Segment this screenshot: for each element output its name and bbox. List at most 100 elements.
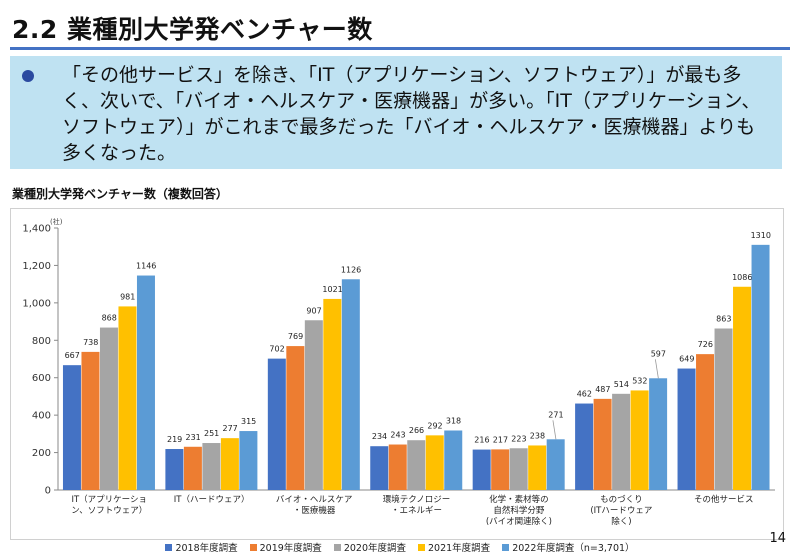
data-label: 649 bbox=[679, 355, 694, 364]
data-label: 234 bbox=[372, 432, 387, 441]
bar bbox=[751, 244, 770, 490]
legend-swatch bbox=[333, 543, 341, 551]
bar bbox=[593, 398, 612, 490]
legend-label: 2020年度調査 bbox=[343, 543, 406, 554]
summary-callout bbox=[10, 56, 782, 169]
legend-item: 2022年度調査（n=3,701） bbox=[502, 540, 635, 554]
data-label: 597 bbox=[651, 349, 666, 358]
data-label: 223 bbox=[511, 434, 526, 443]
legend-item: 2019年度調査 bbox=[249, 540, 322, 554]
data-label: 238 bbox=[530, 431, 545, 440]
x-tick-label: (バイオ関連除く) bbox=[486, 516, 552, 527]
data-label-leader bbox=[552, 420, 557, 440]
data-label: 868 bbox=[102, 314, 117, 323]
data-label-leader bbox=[654, 359, 659, 379]
chart-legend: 2018年度調査 2019年度調査 2020年度調査 2021年度調査 2022年度調査… bbox=[0, 540, 800, 554]
x-tick-label: IT（アプリケーショ bbox=[71, 494, 147, 505]
bar bbox=[118, 306, 137, 490]
bar bbox=[425, 435, 444, 490]
data-label: 1146 bbox=[136, 262, 156, 271]
data-label: 667 bbox=[65, 351, 80, 360]
bar bbox=[714, 328, 733, 490]
data-label: 292 bbox=[427, 421, 442, 430]
legend-item: 2020年度調査 bbox=[333, 540, 406, 554]
title-underline bbox=[10, 47, 790, 50]
data-label: 907 bbox=[306, 306, 321, 315]
legend-label: 2019年度調査 bbox=[259, 543, 322, 554]
data-label: 487 bbox=[595, 385, 610, 394]
bar bbox=[509, 448, 528, 490]
data-label: 1126 bbox=[341, 265, 361, 274]
bar bbox=[220, 438, 239, 490]
data-label: 1310 bbox=[751, 231, 771, 240]
bar bbox=[165, 449, 184, 490]
y-tick-label: 0 bbox=[45, 486, 51, 497]
data-label: 217 bbox=[493, 435, 508, 444]
data-label: 271 bbox=[548, 410, 563, 419]
bar bbox=[528, 445, 547, 490]
legend-item: 2021年度調査 bbox=[418, 540, 490, 554]
bar bbox=[472, 449, 491, 490]
bar bbox=[388, 444, 407, 490]
x-tick-label: IT（ハードウェア） bbox=[174, 494, 250, 505]
x-tick-label: その他サービス bbox=[694, 494, 754, 505]
x-tick-label: 化学・素材等の bbox=[489, 494, 549, 505]
legend-swatch bbox=[249, 543, 257, 551]
bar bbox=[575, 403, 594, 490]
bar bbox=[202, 443, 221, 490]
bullet-icon bbox=[22, 70, 34, 82]
y-tick-label: 1,200 bbox=[22, 261, 51, 272]
data-label: 769 bbox=[288, 332, 303, 341]
summary-text: 「その他サービス」を除き、「IT（アプリケーション、ソフトウェア）」が最も多く、… bbox=[62, 64, 761, 164]
page-number: 14 bbox=[769, 531, 786, 546]
data-label: 738 bbox=[83, 338, 98, 347]
bar bbox=[733, 286, 752, 490]
legend-label: 2018年度調査 bbox=[175, 543, 238, 554]
data-label: 216 bbox=[474, 436, 489, 445]
bar bbox=[183, 446, 202, 490]
x-tick-label: 自然科学分野 bbox=[493, 505, 545, 516]
data-label: 318 bbox=[446, 416, 461, 425]
legend-swatch bbox=[418, 543, 425, 551]
legend-label: 2021年度調査 bbox=[428, 543, 491, 554]
bar bbox=[99, 327, 118, 490]
x-tick-label: ン、ソフトウェア） bbox=[71, 505, 147, 516]
bar bbox=[286, 346, 305, 490]
bar bbox=[677, 368, 696, 490]
legend-swatch bbox=[502, 543, 510, 551]
x-tick-label: 環境テクノロジー bbox=[383, 494, 451, 505]
data-label: 231 bbox=[186, 433, 201, 442]
bar bbox=[696, 354, 715, 490]
y-tick-label: 400 bbox=[32, 411, 51, 422]
data-label: 514 bbox=[614, 380, 629, 389]
data-label: 219 bbox=[167, 435, 182, 444]
data-label: 726 bbox=[698, 340, 713, 349]
x-tick-label: ・エネルギー bbox=[391, 506, 442, 516]
bar bbox=[491, 449, 510, 490]
bar bbox=[304, 320, 323, 490]
legend-swatch bbox=[165, 543, 173, 551]
data-label: 251 bbox=[204, 429, 219, 438]
x-tick-label: (ITハードウェア bbox=[590, 506, 652, 516]
bar bbox=[239, 431, 258, 490]
data-label: 266 bbox=[409, 426, 424, 435]
bar bbox=[370, 446, 389, 490]
page-title: 2.2 業種別大学発ベンチャー数 bbox=[12, 15, 373, 44]
bar bbox=[323, 298, 342, 490]
data-label: 1086 bbox=[732, 273, 752, 282]
bar bbox=[444, 430, 463, 490]
bar bbox=[81, 351, 100, 490]
bar bbox=[649, 378, 668, 490]
y-tick-label: 1,400 bbox=[22, 224, 51, 235]
bar bbox=[136, 275, 155, 490]
x-tick-label: 除く) bbox=[611, 516, 631, 527]
data-label: 315 bbox=[241, 417, 256, 426]
x-tick-label: ものづくり bbox=[600, 495, 643, 505]
data-label: 702 bbox=[269, 345, 284, 354]
y-tick-label: 1,000 bbox=[22, 298, 51, 309]
data-label: 243 bbox=[390, 431, 405, 440]
data-label: 532 bbox=[632, 376, 647, 385]
bar bbox=[546, 439, 565, 490]
data-label: 981 bbox=[120, 292, 135, 301]
